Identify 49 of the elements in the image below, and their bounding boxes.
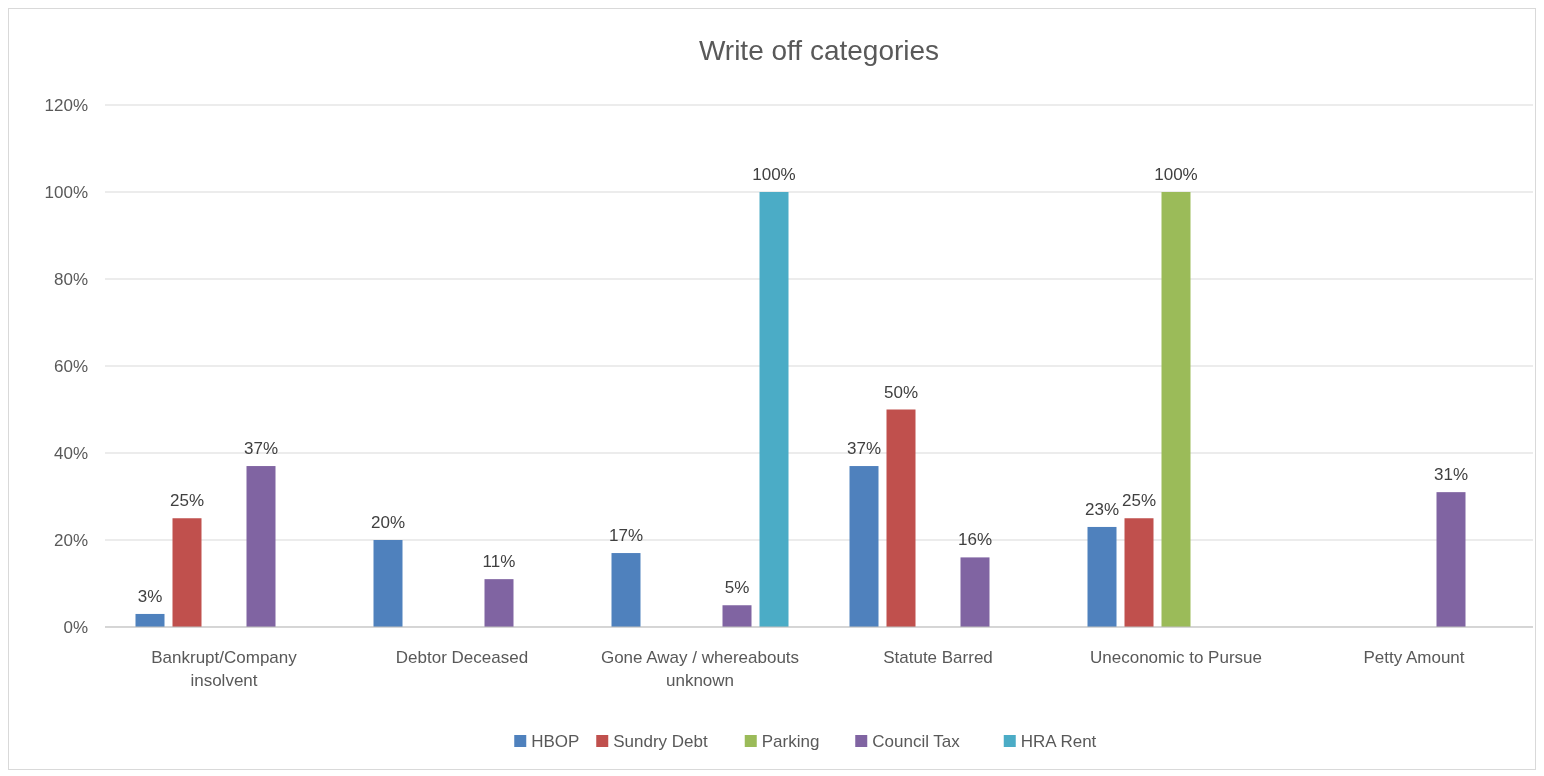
bar — [1087, 526, 1117, 627]
legend-label: Sundry Debt — [613, 731, 709, 751]
bar — [373, 540, 403, 627]
data-label: 17% — [608, 526, 644, 546]
bar — [722, 605, 752, 627]
y-tick-label: 60% — [53, 356, 88, 376]
y-tick-label: 40% — [53, 443, 88, 463]
y-tick-label: 100% — [44, 182, 88, 202]
legend-label: Parking — [761, 731, 820, 751]
bar — [849, 466, 879, 627]
x-tick-label: Bankrupt/Company insolvent — [151, 648, 298, 690]
bar — [246, 466, 276, 627]
bar — [611, 553, 641, 627]
bar — [886, 409, 916, 627]
y-tick-label: 80% — [53, 269, 88, 289]
data-label: 37% — [243, 439, 279, 459]
data-label: 100% — [1154, 165, 1198, 184]
y-tick-label: 20% — [53, 530, 88, 550]
x-tick-label: Gone Away / whereabouts unknown — [600, 648, 800, 690]
bar — [484, 579, 514, 627]
legend-label: Council Tax — [872, 731, 961, 751]
data-label: 16% — [957, 530, 993, 550]
data-label: 37% — [846, 439, 882, 459]
bar — [759, 192, 789, 627]
y-tick-label: 120% — [44, 95, 88, 115]
y-tick-label: 0% — [63, 617, 88, 637]
data-label: 25% — [169, 491, 205, 511]
x-tick-label: Uneconomic to Pursue — [1090, 648, 1262, 667]
bar — [1161, 192, 1191, 627]
legend-label: HRA Rent — [1020, 731, 1097, 751]
bar — [1436, 492, 1466, 627]
legend-label: HBOP — [531, 731, 580, 751]
chart-title: Write off categories — [698, 35, 940, 66]
data-label: 3% — [137, 586, 163, 606]
x-tick-label: Petty Amount — [1363, 648, 1465, 667]
data-label: 20% — [370, 513, 406, 532]
data-label: 11% — [482, 552, 516, 572]
data-label: 25% — [1121, 491, 1157, 511]
bar — [172, 518, 202, 627]
bar — [135, 613, 165, 627]
bar — [1124, 518, 1154, 627]
data-label: 50% — [883, 382, 919, 402]
data-label: 100% — [752, 165, 796, 184]
x-tick-label: Statute Barred — [883, 648, 993, 667]
bar — [960, 557, 990, 627]
data-label: 31% — [1433, 465, 1469, 485]
data-label: 5% — [724, 578, 750, 598]
data-label: 23% — [1084, 499, 1120, 519]
x-tick-label: Debtor Deceased — [395, 648, 529, 667]
